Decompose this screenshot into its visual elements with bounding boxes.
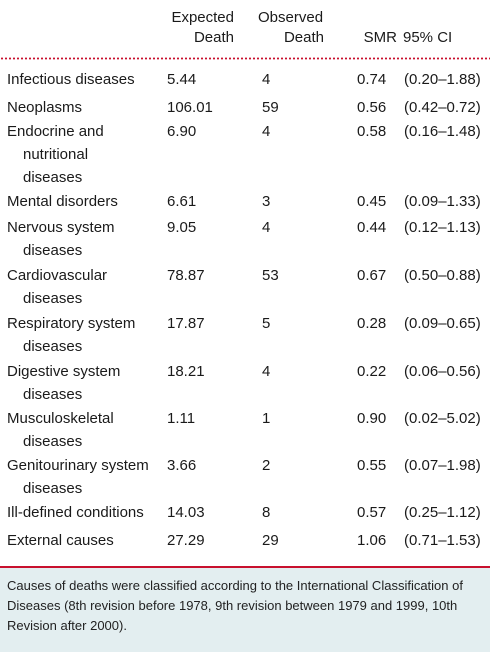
cause-line: Musculoskeletal: [7, 410, 114, 427]
cause-label: Genitourinary system diseases: [7, 454, 149, 500]
cause-line: diseases: [23, 480, 83, 497]
observed-death-cell: 8: [262, 504, 271, 521]
cause-line: Nervous system: [7, 219, 115, 236]
cause-label: Nervous system diseases: [7, 216, 115, 262]
observed-death-cell: 2: [262, 457, 271, 474]
smr-cell: 0.45: [357, 193, 387, 210]
observed-death-cell: 4: [262, 363, 271, 380]
cause-label: Mental disorders: [7, 190, 118, 213]
observed-death-cell: 53: [262, 267, 279, 284]
cause-line: diseases: [23, 386, 83, 403]
ci-cell: (0.09–1.33): [404, 193, 481, 210]
observed-death-cell: 4: [262, 219, 271, 236]
expected-death-cell: 106.01: [167, 99, 213, 116]
expected-death-cell: 6.61: [167, 193, 197, 210]
header-expected-line2: Death: [193, 29, 234, 46]
cause-line: diseases: [23, 290, 83, 307]
observed-death-cell: 59: [262, 99, 279, 116]
expected-death-cell: 17.87: [167, 315, 205, 332]
cause-line: Infectious diseases: [7, 71, 135, 88]
header-smr: SMR: [363, 29, 397, 46]
ci-cell: (0.06–0.56): [404, 363, 481, 380]
cause-label: Digestive system diseases: [7, 360, 120, 406]
cause-label: Musculoskeletal diseases: [7, 407, 114, 453]
smr-cell: 0.58: [357, 123, 387, 140]
ci-cell: (0.12–1.13): [404, 219, 481, 236]
header-dotted-rule: [0, 57, 490, 60]
cause-line: Cardiovascular: [7, 267, 108, 284]
header-expected-line1: Expected: [171, 9, 234, 26]
smr-cell: 0.56: [357, 99, 387, 116]
table-bottom-rule: [0, 566, 490, 568]
ci-cell: (0.20–1.88): [404, 71, 481, 88]
cause-line: nutritional: [23, 146, 89, 163]
cause-label: Respiratory system diseases: [7, 312, 135, 358]
expected-death-cell: 1.11: [167, 410, 196, 427]
cause-label: Ill-defined conditions: [7, 501, 144, 524]
header-observed-line2: Death: [283, 29, 324, 46]
observed-death-cell: 4: [262, 123, 271, 140]
ci-cell: (0.25–1.12): [404, 504, 481, 521]
cause-label: Neoplasms: [7, 96, 82, 119]
ci-cell: (0.42–0.72): [404, 99, 481, 116]
ci-cell: (0.16–1.48): [404, 123, 481, 140]
header-observed-death: Observed Death: [258, 8, 324, 48]
expected-death-cell: 6.90: [167, 123, 197, 140]
smr-cell: 0.44: [357, 219, 387, 236]
ci-cell: (0.71–1.53): [404, 532, 481, 549]
cause-label: Cardiovascular diseases: [7, 264, 107, 310]
cause-line: diseases: [23, 169, 83, 186]
cause-label: Infectious diseases: [7, 68, 135, 91]
cause-line: Ill-defined conditions: [7, 504, 144, 521]
cause-label: Endocrine and nutritional diseases: [7, 120, 104, 189]
smr-cell: 0.22: [357, 363, 387, 380]
smr-cell: 1.06: [357, 532, 387, 549]
cause-line: Mental disorders: [7, 193, 118, 210]
cause-line: diseases: [23, 433, 83, 450]
cause-line: Respiratory system: [7, 315, 136, 332]
smr-cell: 0.28: [357, 315, 387, 332]
smr-cell: 0.67: [357, 267, 387, 284]
ci-cell: (0.07–1.98): [404, 457, 481, 474]
cause-line: diseases: [23, 338, 83, 355]
observed-death-cell: 4: [262, 71, 271, 88]
expected-death-cell: 9.05: [167, 219, 197, 236]
ci-cell: (0.09–0.65): [404, 315, 481, 332]
ci-cell: (0.50–0.88): [404, 267, 481, 284]
expected-death-cell: 78.87: [167, 267, 205, 284]
smr-cell: 0.90: [357, 410, 387, 427]
header-observed-line1: Observed: [258, 9, 324, 26]
ci-cell: (0.02–5.02): [404, 410, 481, 427]
cause-label: External causes: [7, 529, 114, 552]
table-footnote: Causes of deaths were classified accordi…: [0, 568, 490, 652]
header-expected-death: Expected Death: [164, 8, 234, 48]
expected-death-cell: 18.21: [167, 363, 205, 380]
cause-line: Digestive system: [7, 363, 121, 380]
smr-cell: 0.74: [357, 71, 387, 88]
cause-line: Neoplasms: [7, 99, 83, 116]
cause-line: Genitourinary system: [7, 457, 149, 474]
observed-death-cell: 3: [262, 193, 271, 210]
smr-table: Expected Death Observed Death SMR 95% CI…: [0, 0, 490, 552]
observed-death-cell: 1: [262, 410, 271, 427]
smr-cell: 0.55: [357, 457, 387, 474]
expected-death-cell: 27.29: [167, 532, 205, 549]
header-ci: 95% CI: [403, 29, 453, 46]
cause-line: Endocrine and: [7, 123, 104, 140]
expected-death-cell: 5.44: [167, 71, 197, 88]
observed-death-cell: 29: [262, 532, 279, 549]
table-header: Expected Death Observed Death SMR 95% CI: [0, 0, 490, 56]
cause-line: External causes: [7, 532, 114, 549]
cause-line: diseases: [23, 242, 83, 259]
expected-death-cell: 14.03: [167, 504, 205, 521]
smr-cell: 0.57: [357, 504, 387, 521]
expected-death-cell: 3.66: [167, 457, 197, 474]
observed-death-cell: 5: [262, 315, 271, 332]
